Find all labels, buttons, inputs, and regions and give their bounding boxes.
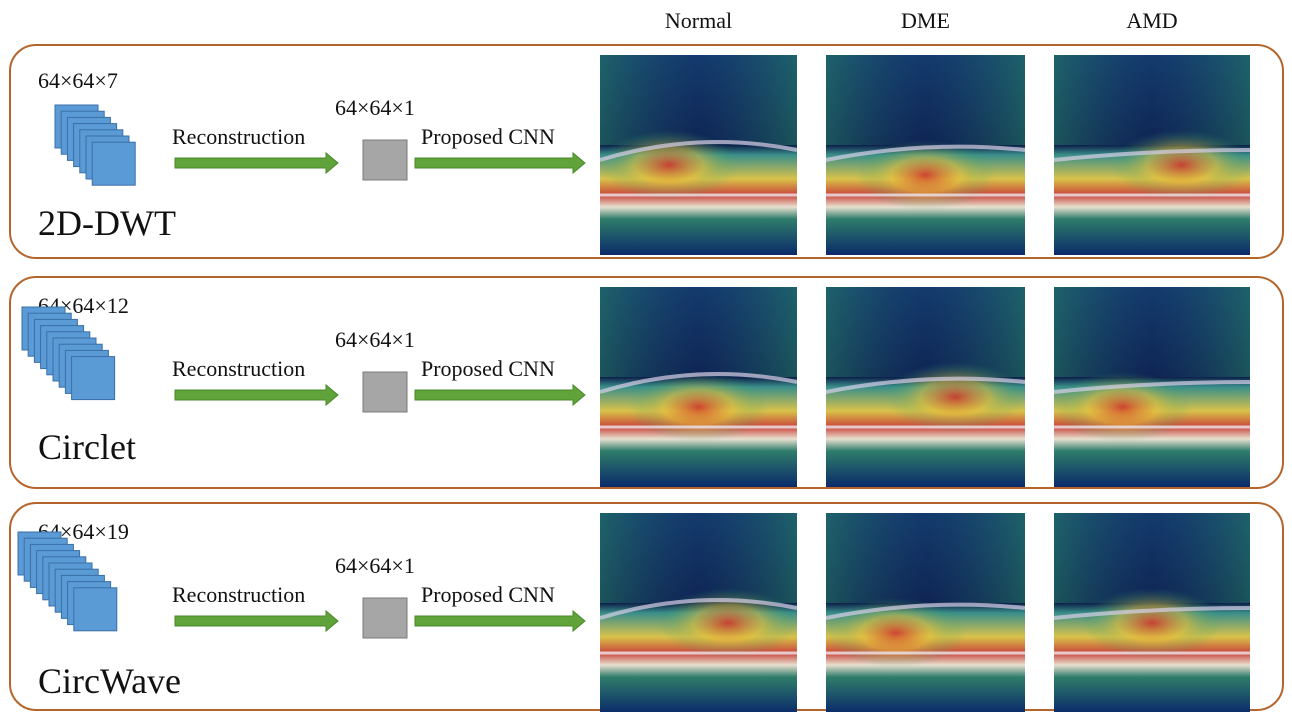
arrow bbox=[175, 153, 338, 173]
channel-slice bbox=[72, 357, 115, 400]
step-label: Reconstruction bbox=[172, 124, 305, 149]
heatmap-image bbox=[1054, 513, 1250, 712]
heatmap-glow bbox=[600, 513, 797, 603]
reconstructed-image bbox=[363, 140, 407, 180]
heatmap-hotspot bbox=[1111, 130, 1251, 200]
heatmap-image bbox=[600, 513, 798, 712]
step-label: Proposed CNN bbox=[421, 582, 555, 607]
step-label: Reconstruction bbox=[172, 356, 305, 381]
heatmap-glow bbox=[826, 55, 1025, 145]
reconstructed-image bbox=[363, 372, 407, 412]
heatmap-glow bbox=[1054, 287, 1250, 377]
heatmap-glow bbox=[826, 513, 1025, 603]
heatmap-glow bbox=[600, 287, 797, 377]
column-header: DME bbox=[901, 8, 950, 33]
heatmap-image bbox=[1053, 287, 1250, 487]
step-label: Proposed CNN bbox=[421, 356, 555, 381]
figure: Normal DME AMD 64×64×7 2D-DWT Reconstruction 6… bbox=[0, 0, 1292, 712]
method-name: Circlet bbox=[38, 427, 136, 467]
step-label: Proposed CNN bbox=[421, 124, 555, 149]
heatmap-image bbox=[826, 55, 1025, 255]
heatmap-hotspot bbox=[885, 362, 1025, 432]
arrow bbox=[175, 385, 338, 405]
heatmap-image bbox=[826, 287, 1025, 487]
input-size: 64×64×7 bbox=[38, 68, 118, 93]
arrow bbox=[175, 611, 338, 631]
heatmap-hotspot bbox=[1082, 588, 1222, 658]
heatmap-hotspot bbox=[629, 372, 769, 442]
channel-slice bbox=[74, 588, 117, 631]
heatmap-image bbox=[1054, 55, 1251, 255]
channel-slice bbox=[92, 142, 135, 185]
arrow bbox=[415, 385, 585, 405]
step-label: Reconstruction bbox=[172, 582, 305, 607]
heatmap-image bbox=[599, 55, 797, 255]
method-name: CircWave bbox=[38, 661, 181, 701]
heatmap-image bbox=[600, 287, 797, 487]
arrow bbox=[415, 611, 585, 631]
output-size: 64×64×1 bbox=[335, 95, 415, 120]
reconstructed-image bbox=[363, 598, 407, 638]
heatmap-glow bbox=[826, 287, 1025, 377]
column-header: Normal bbox=[665, 8, 732, 33]
arrow bbox=[415, 153, 585, 173]
heatmap-image bbox=[826, 513, 1025, 712]
method-name: 2D-DWT bbox=[38, 203, 176, 243]
output-size: 64×64×1 bbox=[335, 553, 415, 578]
column-header: AMD bbox=[1126, 8, 1177, 33]
heatmap-glow bbox=[1054, 55, 1250, 145]
heatmap-glow bbox=[600, 55, 797, 145]
output-size: 64×64×1 bbox=[335, 327, 415, 352]
